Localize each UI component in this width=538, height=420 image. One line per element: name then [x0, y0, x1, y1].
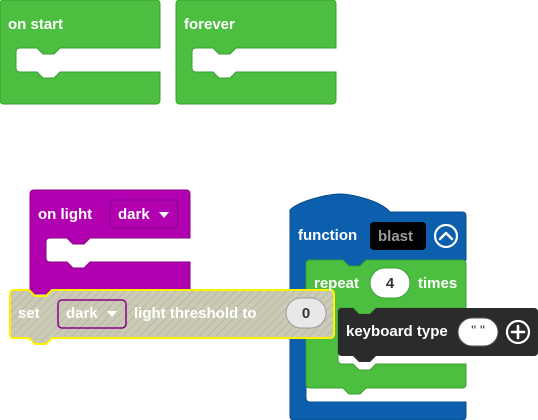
on-start-label: on start: [8, 16, 64, 33]
repeat-label: repeat: [314, 275, 360, 292]
keyboard-type-block[interactable]: [338, 308, 538, 362]
threshold-value: 0: [301, 305, 311, 322]
threshold-value-input[interactable]: [285, 297, 327, 329]
triangle-down-icon: [159, 212, 169, 218]
light-condition-dropdown[interactable]: [109, 199, 179, 229]
function-name: blast: [378, 228, 414, 245]
forever-label: forever: [184, 16, 235, 33]
collapse-chevron-icon[interactable]: [433, 223, 459, 249]
set-light-threshold-block[interactable]: [9, 289, 335, 345]
repeat-count-input[interactable]: [369, 267, 411, 299]
on-start-block[interactable]: [0, 0, 161, 105]
light-condition-value: dark: [118, 206, 150, 223]
keyboard-type-label: keyboard type: [346, 323, 448, 340]
on-light-block[interactable]: [29, 189, 191, 295]
function-name-field[interactable]: [370, 222, 426, 250]
repeat-count-value: 4: [385, 275, 395, 292]
plus-circle-icon[interactable]: [505, 319, 531, 345]
set-label: set: [18, 305, 40, 322]
keyboard-text-input[interactable]: [457, 317, 499, 347]
threshold-dropdown-value: dark: [66, 305, 98, 322]
forever-block[interactable]: [175, 0, 337, 105]
keyboard-text-value: " ": [471, 322, 485, 338]
threshold-dropdown[interactable]: [57, 299, 127, 329]
on-light-label: on light: [38, 206, 93, 223]
repeat-block[interactable]: [305, 259, 467, 395]
triangle-down-icon: [107, 311, 117, 317]
repeat-times-label: times: [418, 275, 458, 292]
light-threshold-label: light threshold to: [134, 305, 257, 322]
function-label: function: [298, 227, 358, 244]
